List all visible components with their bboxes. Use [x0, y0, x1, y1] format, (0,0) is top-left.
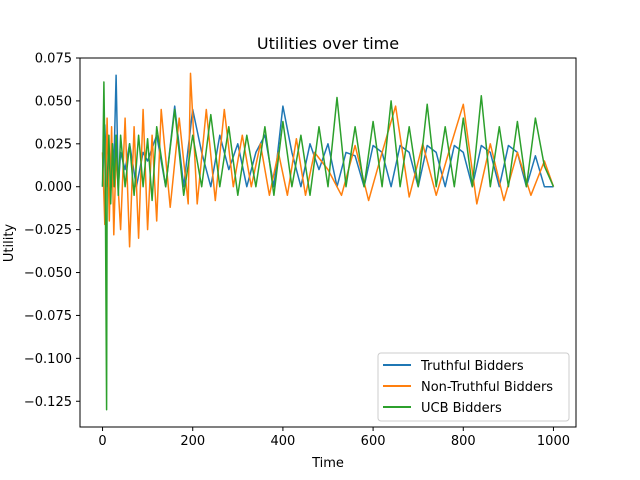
y-tick-label: −0.125	[24, 395, 72, 410]
y-tick-label: 0.050	[35, 94, 72, 109]
y-axis-ticks: −0.125 −0.100 −0.075 −0.050 −0.025 0.000 0.025…	[24, 52, 80, 410]
plot-frame	[79, 57, 577, 428]
legend-box	[377, 352, 570, 422]
x-tick-label: 1000	[537, 434, 570, 449]
y-tick-label: −0.075	[24, 309, 72, 324]
x-tick-label: 600	[361, 434, 386, 449]
y-tick-label: −0.050	[24, 266, 72, 281]
x-tick-label: 400	[270, 434, 295, 449]
chart-title: Utilities over time	[257, 34, 399, 53]
x-axis-ticks: 0 200 400 600 800 1000	[98, 427, 570, 449]
series-layer	[101, 72, 555, 411]
y-tick-label: 0.075	[35, 52, 72, 67]
legend-label-non-truthful: Non-Truthful Bidders	[421, 380, 553, 395]
x-tick-label: 0	[98, 434, 106, 449]
legend: Truthful Bidders Non-Truthful Bidders UC…	[377, 352, 570, 422]
x-tick-label: 800	[451, 434, 476, 449]
legend-label-ucb: UCB Bidders	[421, 401, 502, 416]
series-line-ucb	[101, 81, 555, 411]
legend-label-truthful: Truthful Bidders	[420, 359, 524, 374]
x-axis-label: Time	[311, 456, 344, 471]
y-axis-label: Utility	[2, 224, 17, 263]
series-line-non-truthful	[101, 72, 555, 248]
y-tick-label: −0.025	[24, 223, 72, 238]
x-tick-label: 200	[180, 434, 205, 449]
y-tick-label: 0.025	[35, 137, 72, 152]
y-tick-label: −0.100	[24, 352, 72, 367]
y-tick-label: 0.000	[35, 180, 72, 195]
